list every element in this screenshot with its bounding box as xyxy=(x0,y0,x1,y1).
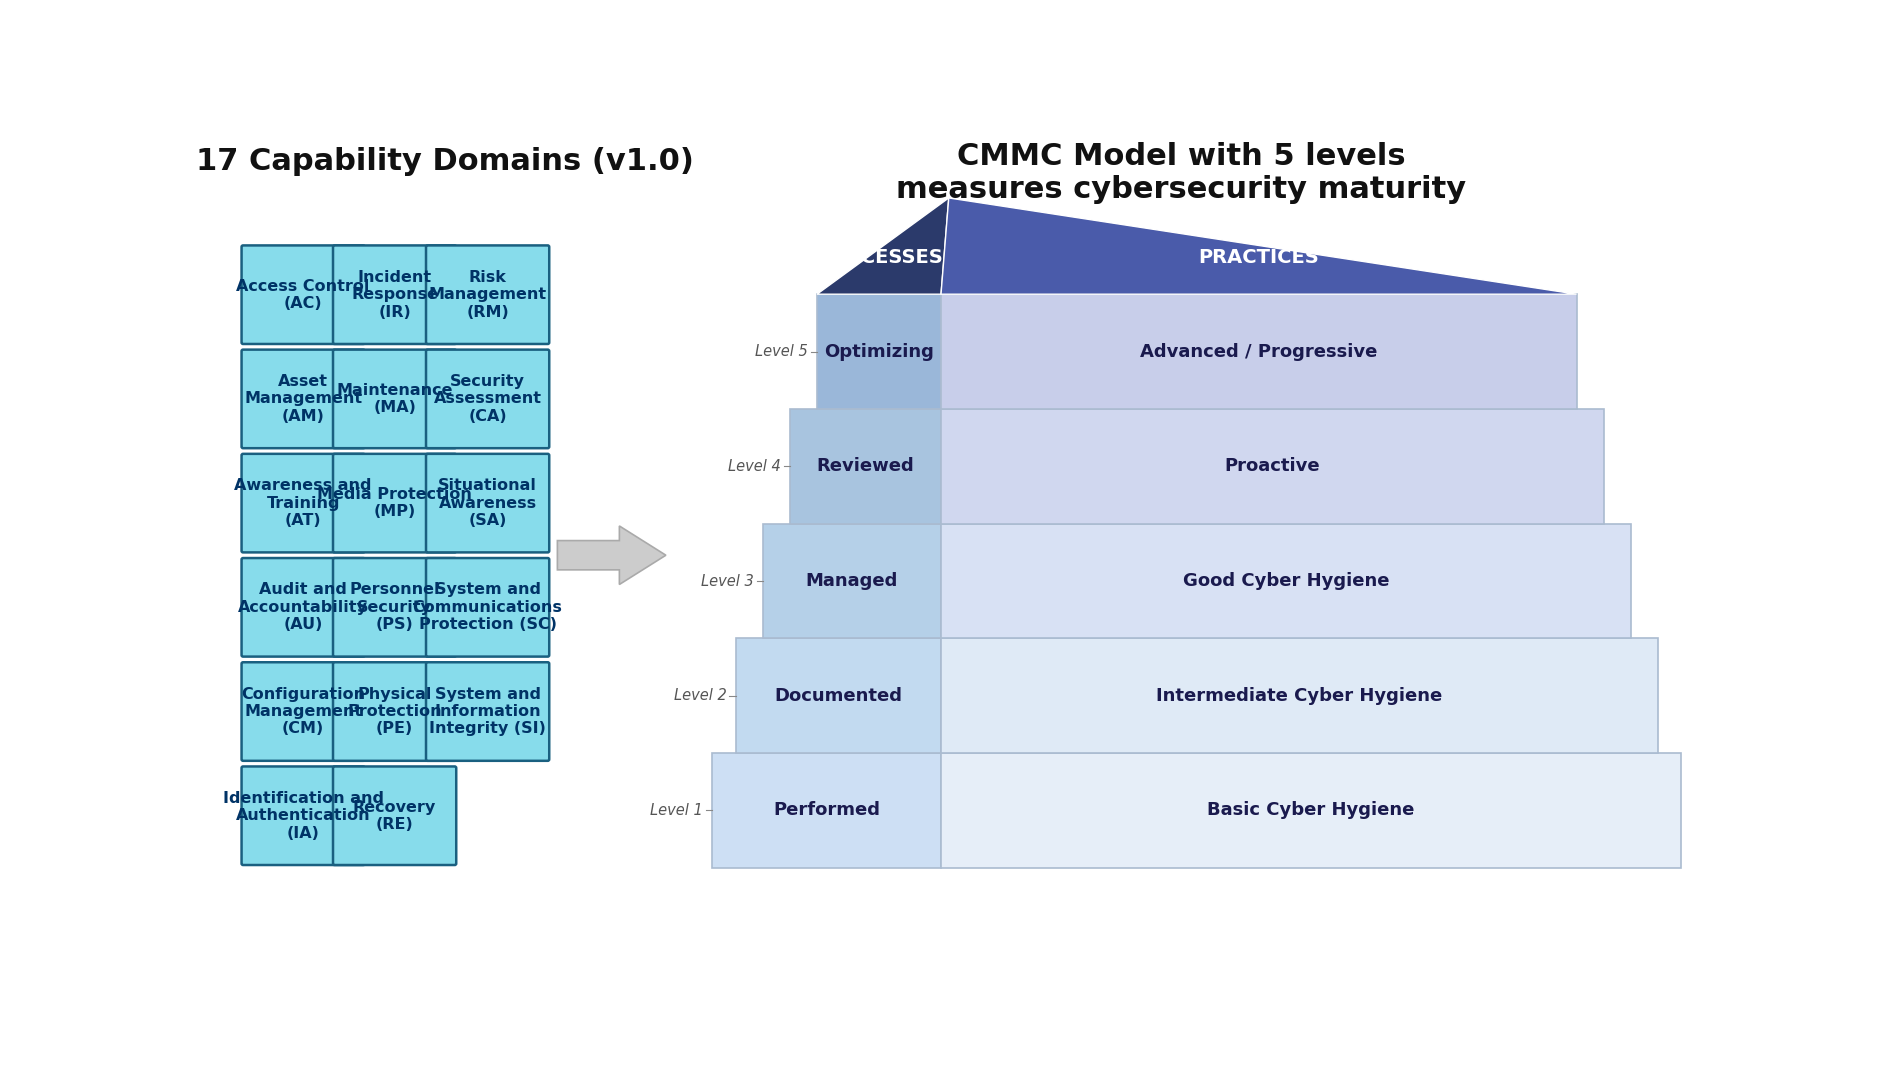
Text: Good Cyber Hygiene: Good Cyber Hygiene xyxy=(1183,572,1390,590)
Polygon shape xyxy=(817,198,949,294)
Text: Level 3: Level 3 xyxy=(702,574,753,589)
Text: PRACTICES: PRACTICES xyxy=(1198,248,1318,267)
FancyBboxPatch shape xyxy=(334,245,456,344)
Text: 17 Capability Domains (v1.0): 17 Capability Domains (v1.0) xyxy=(196,147,694,176)
Text: Level 4: Level 4 xyxy=(728,459,781,474)
Text: Risk
Management
(RM): Risk Management (RM) xyxy=(428,270,547,319)
Text: Security
Assessment
(CA): Security Assessment (CA) xyxy=(434,374,541,423)
Text: PROCESSES: PROCESSES xyxy=(815,248,943,267)
Text: Identification and
Authentication
(IA): Identification and Authentication (IA) xyxy=(223,791,383,840)
Text: Recovery
(RE): Recovery (RE) xyxy=(353,800,436,832)
Text: Situational
Awareness
(SA): Situational Awareness (SA) xyxy=(438,478,538,528)
FancyBboxPatch shape xyxy=(241,662,364,761)
Bar xyxy=(941,754,1680,868)
FancyBboxPatch shape xyxy=(334,766,456,865)
FancyBboxPatch shape xyxy=(241,766,364,865)
Text: Level 2: Level 2 xyxy=(673,688,726,703)
FancyBboxPatch shape xyxy=(426,349,549,448)
FancyBboxPatch shape xyxy=(334,662,456,761)
Bar xyxy=(713,754,941,868)
Text: Level 5: Level 5 xyxy=(754,344,807,359)
Text: Advanced / Progressive: Advanced / Progressive xyxy=(1139,343,1377,360)
Bar xyxy=(941,408,1603,523)
FancyBboxPatch shape xyxy=(426,662,549,761)
Text: Personnel
Security
(PS): Personnel Security (PS) xyxy=(349,582,439,632)
FancyBboxPatch shape xyxy=(426,245,549,344)
Text: Basic Cyber Hygiene: Basic Cyber Hygiene xyxy=(1207,802,1414,819)
Polygon shape xyxy=(558,526,666,584)
Bar xyxy=(790,408,941,523)
Text: Proactive: Proactive xyxy=(1224,458,1320,475)
Text: Managed: Managed xyxy=(805,572,898,590)
Text: Level 1: Level 1 xyxy=(651,803,703,818)
Text: Access Control
(AC): Access Control (AC) xyxy=(236,279,370,311)
Text: Asset
Management
(AM): Asset Management (AM) xyxy=(243,374,362,423)
Bar xyxy=(762,523,941,639)
Text: Incident
Response
(IR): Incident Response (IR) xyxy=(351,270,438,319)
FancyBboxPatch shape xyxy=(241,245,364,344)
Bar xyxy=(941,523,1631,639)
Text: Optimizing: Optimizing xyxy=(824,343,934,360)
FancyBboxPatch shape xyxy=(426,453,549,552)
Text: Reviewed: Reviewed xyxy=(817,458,915,475)
Text: Documented: Documented xyxy=(775,687,902,704)
Bar xyxy=(817,294,941,408)
FancyBboxPatch shape xyxy=(241,453,364,552)
Text: Audit and
Accountability
(AU): Audit and Accountability (AU) xyxy=(238,582,368,632)
Polygon shape xyxy=(941,198,1577,294)
Text: Intermediate Cyber Hygiene: Intermediate Cyber Hygiene xyxy=(1156,687,1443,704)
Text: System and
Communications
Protection (SC): System and Communications Protection (SC… xyxy=(413,582,562,632)
Text: System and
Information
Integrity (SI): System and Information Integrity (SI) xyxy=(430,687,547,736)
Bar xyxy=(941,294,1577,408)
Text: Awareness and
Training
(AT): Awareness and Training (AT) xyxy=(234,478,372,528)
Text: CMMC Model with 5 levels
measures cybersecurity maturity: CMMC Model with 5 levels measures cybers… xyxy=(896,142,1465,205)
FancyBboxPatch shape xyxy=(334,349,456,448)
FancyBboxPatch shape xyxy=(241,349,364,448)
Text: Configuration
Management
(CM): Configuration Management (CM) xyxy=(241,687,366,736)
FancyBboxPatch shape xyxy=(426,559,549,657)
Bar xyxy=(941,639,1658,754)
FancyBboxPatch shape xyxy=(334,559,456,657)
FancyBboxPatch shape xyxy=(241,559,364,657)
Text: Physical
Protection
(PE): Physical Protection (PE) xyxy=(347,687,441,736)
Text: Performed: Performed xyxy=(773,802,881,819)
Text: Maintenance
(MA): Maintenance (MA) xyxy=(336,383,453,415)
Text: Media Protection
(MP): Media Protection (MP) xyxy=(317,487,472,519)
Bar xyxy=(736,639,941,754)
FancyBboxPatch shape xyxy=(334,453,456,552)
